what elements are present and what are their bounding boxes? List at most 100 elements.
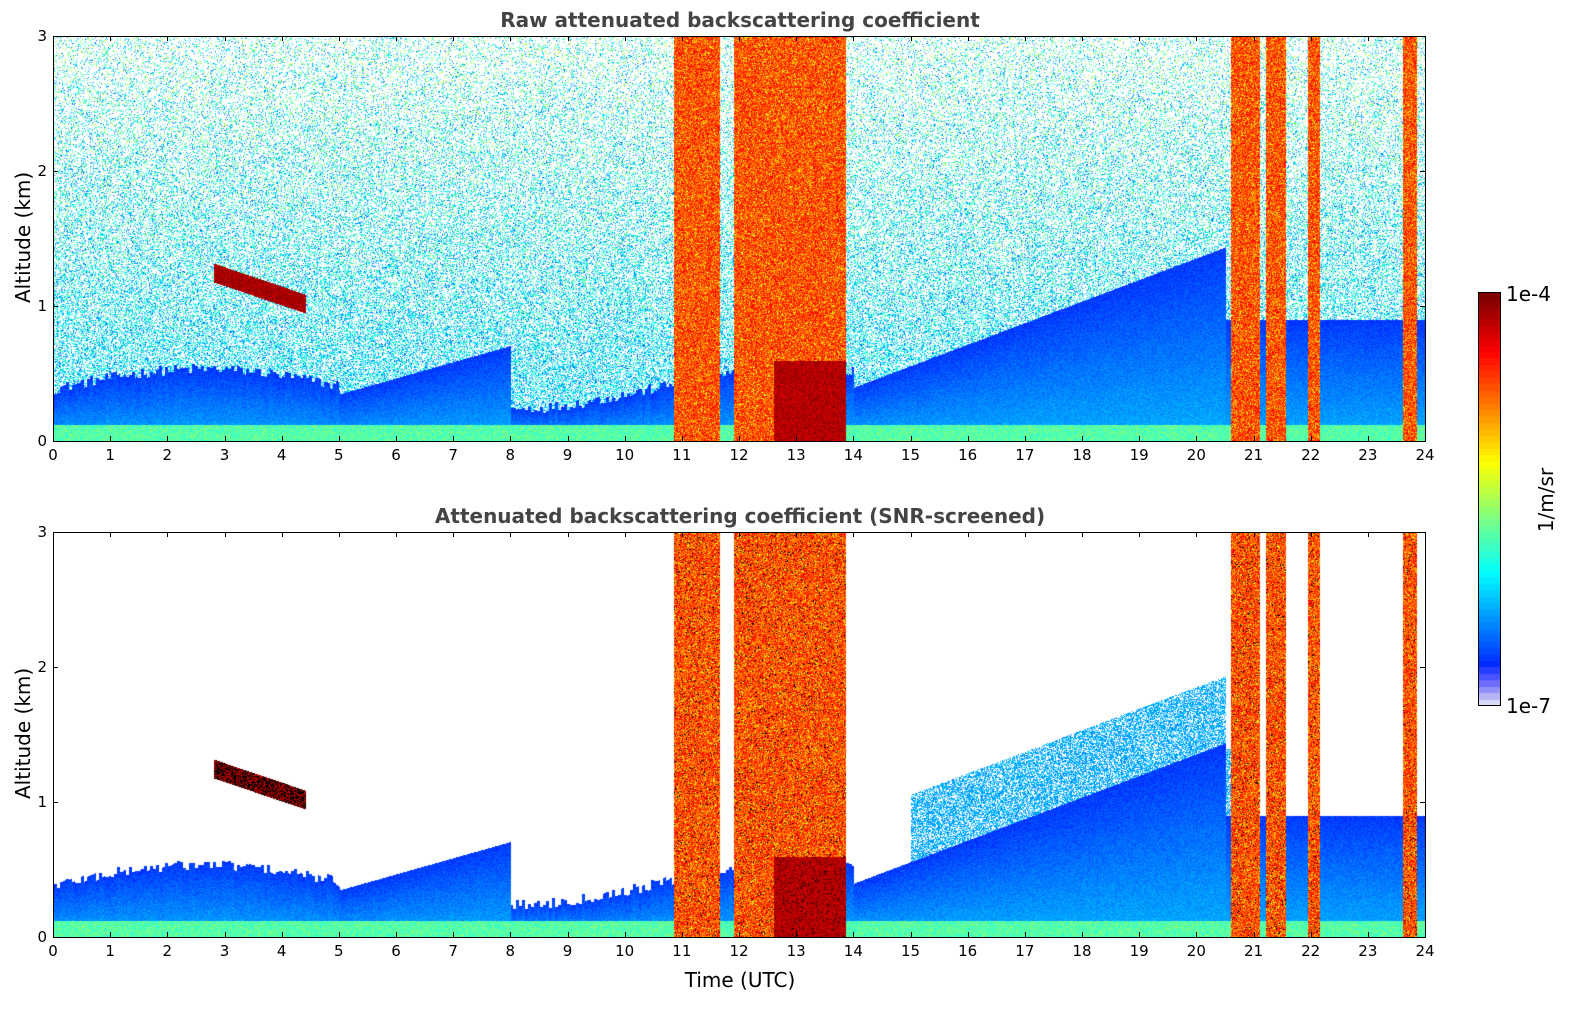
panel2-xtick-mark-top [167, 532, 169, 537]
panel2-xtick-label: 10 [615, 942, 635, 960]
panel1-xtick-mark [1310, 436, 1312, 441]
panel1-xtick-mark [1024, 436, 1026, 441]
panel2-ytick-mark [1420, 667, 1425, 668]
panel1-xtick-label: 10 [615, 446, 635, 464]
panel2-xtick-mark [281, 932, 283, 937]
panel2-xtick-label: 15 [900, 942, 921, 960]
panel1-xtick-mark [1425, 436, 1426, 441]
panel1-xtick-mark-top [1253, 36, 1255, 41]
panel2-xtick-mark [967, 932, 969, 937]
panel2-xtick-mark [1196, 932, 1198, 937]
panel1-xtick-mark-top [338, 36, 340, 41]
panel2-xtick-mark [567, 932, 569, 937]
panel2-xtick-mark-top [967, 532, 969, 537]
panel2-ytick-label: 1 [37, 793, 47, 811]
panel1-xtick-mark [1367, 436, 1369, 441]
panel1-xtick-mark [281, 436, 283, 441]
panel1-xtick-mark-top [624, 36, 626, 41]
panel1-xtick-mark-top [396, 36, 397, 41]
panel1-xtick-mark-top [53, 36, 54, 41]
panel2-title: Attenuated backscattering coefficient (S… [434, 504, 1046, 528]
panel2-ytick-mark [53, 667, 58, 668]
panel2-xtick-mark [1253, 932, 1255, 937]
panel1-xtick-label: 2 [162, 446, 173, 464]
panel1-ylabel: Altitude (km) [11, 171, 35, 303]
panel2-xtick-mark-top [281, 532, 283, 537]
panel1-xtick-mark [110, 436, 112, 441]
panel1-xtick-mark [53, 436, 54, 441]
panel2-xtick-mark [1367, 932, 1369, 937]
panel1-xtick-label: 5 [334, 446, 344, 464]
panel1-xtick-mark [167, 436, 169, 441]
panel2-xtick-mark [338, 932, 340, 937]
panel2-xtick-mark-top [1310, 532, 1312, 537]
panel1-xtick-mark [567, 436, 569, 441]
panel1-xtick-mark-top [1024, 36, 1026, 41]
panel1-ytick-label: 0 [37, 432, 47, 450]
panel2-ytick-mark [53, 532, 58, 533]
panel2-xtick-mark [510, 932, 512, 937]
colorbar-unit-label: 1/m/sr [1534, 467, 1558, 533]
panel1-xtick-mark-top [1425, 36, 1426, 41]
panel2-xtick-mark [110, 932, 112, 937]
panel1-xtick-label: 3 [219, 446, 230, 464]
panel2-xtick-mark [1310, 932, 1312, 937]
panel1-xtick-label: 16 [958, 446, 978, 464]
panel2-xtick-mark [453, 932, 455, 937]
panel1-xtick-mark-top [853, 36, 855, 41]
panel1-xtick-mark [510, 436, 512, 441]
panel1-ytick-label: 1 [37, 297, 47, 315]
panel1-xtick-mark-top [681, 36, 683, 41]
panel1-xtick-label: 24 [1415, 446, 1435, 464]
panel2-xtick-label: 16 [958, 942, 978, 960]
panel2-xtick-label: 7 [448, 942, 458, 960]
panel2-xtick-label: 17 [1015, 942, 1035, 960]
panel1-xtick-mark-top [1139, 36, 1141, 41]
panel2-xtick-label: 24 [1415, 942, 1435, 960]
panel1-xtick-mark [853, 436, 855, 441]
panel1-xtick-label: 11 [672, 446, 692, 464]
panel2-xtick-label: 13 [786, 942, 806, 960]
panel1-xtick-mark [910, 436, 912, 441]
panel1-xtick-mark-top [510, 36, 512, 41]
panel2-xtick-mark-top [338, 532, 340, 537]
panel2-xtick-label: 0 [48, 942, 58, 960]
panel2-xtick-mark [739, 932, 740, 937]
panel2-xtick-label: 23 [1358, 942, 1378, 960]
panel2-xtick-mark-top [1367, 532, 1369, 537]
panel1-xtick-mark [1139, 436, 1141, 441]
panel1-xtick-mark [796, 436, 798, 441]
panel1-ytick-mark [53, 306, 58, 307]
panel1-xtick-label: 6 [391, 446, 401, 464]
panel2-xtick-mark-top [1082, 532, 1083, 537]
panel1-ytick-mark [53, 36, 58, 37]
panel2-xtick-mark [224, 932, 226, 937]
panel1-xtick-mark [739, 436, 740, 441]
panel2-xtick-mark-top [1425, 532, 1426, 537]
panel2-xtick-label: 22 [1301, 942, 1321, 960]
panel1-xtick-mark [1253, 436, 1255, 441]
panel2-xtick-mark-top [110, 532, 112, 537]
panel1-xtick-mark [1196, 436, 1198, 441]
panel1-xtick-mark-top [110, 36, 112, 41]
panel1-heatmap [54, 37, 1425, 441]
panel1-xtick-label: 14 [843, 446, 863, 464]
panel2-xtick-mark [624, 932, 626, 937]
colorbar-min-label: 1e-7 [1506, 694, 1551, 718]
panel2-xtick-label: 21 [1243, 942, 1264, 960]
panel2-xtick-mark [396, 932, 397, 937]
panel1-xtick-mark-top [739, 36, 740, 41]
panel2-xtick-mark-top [796, 532, 798, 537]
panel1-xtick-label: 23 [1358, 446, 1378, 464]
panel2-xtick-mark-top [396, 532, 397, 537]
panel1-xtick-mark-top [1310, 36, 1312, 41]
panel1-xtick-mark-top [910, 36, 912, 41]
panel2-xtick-mark-top [624, 532, 626, 537]
panel2-xtick-mark [53, 932, 54, 937]
panel1-xtick-mark [1082, 436, 1083, 441]
panel2-xtick-label: 12 [729, 942, 749, 960]
panel2-xtick-mark-top [567, 532, 569, 537]
panel1-xtick-mark [681, 436, 683, 441]
panel1-xtick-label: 1 [105, 446, 115, 464]
panel2-xtick-mark-top [53, 532, 54, 537]
